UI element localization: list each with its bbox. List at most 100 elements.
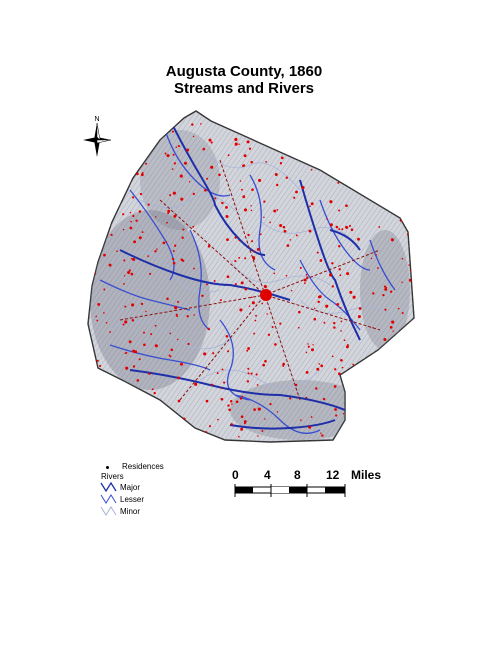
residence-dot [345,345,349,349]
residence-dot [97,302,101,306]
residence-dot [352,363,355,366]
residence-dot [129,226,133,230]
residence-dot [244,257,247,260]
residence-dot [371,400,375,404]
residence-dot [227,404,230,407]
residence-dot [261,302,264,305]
residence-dot [402,373,406,377]
residence-dot [256,384,259,386]
residence-dot [239,397,243,400]
residence-dot [128,269,131,272]
residence-dot [309,205,311,208]
residence-dot [262,363,266,367]
county-seat-marker[interactable] [260,289,272,301]
residence-dot [280,156,284,160]
residence-dot [309,133,313,136]
residence-dot [94,250,97,253]
residence-dot [223,381,226,384]
residence-dot [122,137,126,141]
residence-dot [207,244,211,248]
residence-dot [244,287,248,291]
residence-dot [271,325,274,329]
residence-dot [125,351,128,354]
residence-dot [121,166,124,170]
residence-dot [99,173,102,176]
residence-dot [381,200,383,202]
residence-dot [259,233,262,236]
minor-river-icon [100,506,117,516]
residence-dot [100,224,103,227]
residence-dot [193,314,195,316]
legend-rivers-heading: Rivers [101,472,124,481]
residence-dot [207,327,210,331]
residence-dot [131,196,135,199]
residence-dot [282,225,286,229]
residence-dot [385,286,388,289]
residence-dot [167,209,171,213]
residence-dot [355,434,359,438]
residence-dot [227,154,230,157]
residence-dot [123,259,126,262]
scale-bar: 0 4 8 12 Miles [228,468,418,504]
residence-dot [136,404,139,407]
residence-dot [119,415,122,417]
residence-dot [279,162,283,165]
north-label: N [94,116,99,123]
residence-dot [128,340,132,344]
residence-dot [372,326,374,329]
residence-dot [169,355,172,358]
residence-dot [342,413,345,415]
residence-dot [389,171,392,174]
residence-dot [406,232,410,236]
residence-dot [336,145,338,148]
residence-dot [94,179,98,183]
residence-dot [331,169,335,173]
residence-dot [299,266,302,269]
residence-dot [261,430,264,432]
residence-dot [132,365,136,368]
scale-tick-8: 8 [294,468,301,482]
residence-dot [384,287,388,291]
residence-dot [322,397,326,401]
residence-dot [172,419,174,422]
residence-dot [367,409,370,412]
residence-dot [203,352,207,356]
residence-dot [187,342,190,346]
residence-dot [369,376,371,378]
residence-dot [307,343,309,345]
residence-dot [397,307,400,310]
residence-dot [121,182,124,185]
residence-dot [96,359,99,362]
residence-dot [149,272,152,275]
residence-dot [230,423,233,426]
residence-dot [109,331,111,333]
residence-dot [266,313,268,315]
residence-dot [387,177,390,179]
residence-dot [130,220,132,223]
residence-dot [308,425,312,429]
residence-dot [239,308,243,312]
residence-dot [378,226,381,228]
legend-major: Major [120,483,141,492]
residence-dot [289,239,292,241]
residence-dot [166,297,169,301]
residence-dot [136,379,140,382]
residence-dot [147,255,150,257]
residence-dot [308,229,312,233]
residence-dot [307,345,310,348]
residence-dot [225,215,229,218]
residence-dot [335,121,338,125]
residence-dot [404,140,408,144]
residence-dot [357,237,360,241]
residence-dot [300,419,302,421]
residence-dot [392,352,396,356]
residence-dot [409,325,412,328]
residence-dot [339,274,342,277]
residence-dot [173,214,177,218]
residence-dot [388,168,391,171]
residence-dot [145,162,148,165]
residence-dot [263,200,266,203]
residence-dot [94,431,98,435]
residence-dot [150,333,153,336]
